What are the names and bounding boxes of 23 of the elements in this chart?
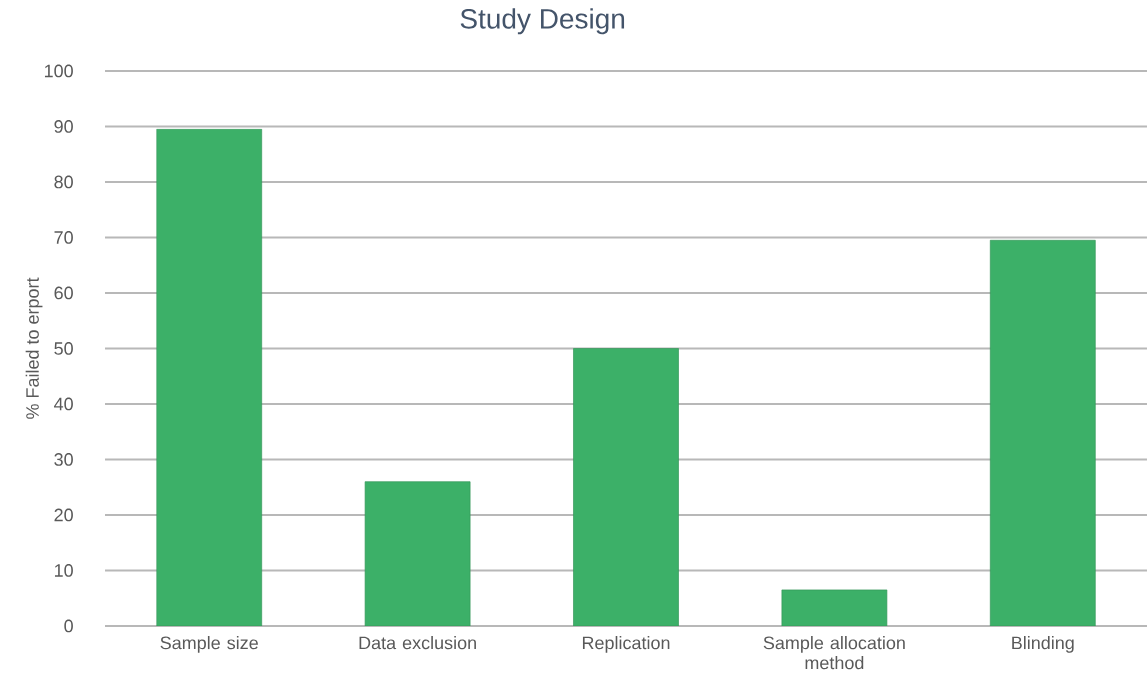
y-tick-label: 90 xyxy=(54,120,73,133)
y-tick-label: 0 xyxy=(64,619,73,633)
x-tick-label: Blinding xyxy=(1012,636,1074,653)
y-tick-label: 30 xyxy=(54,453,73,466)
y-tick-label: 20 xyxy=(54,508,73,522)
y-tick-label: 70 xyxy=(54,231,73,244)
x-tick-label: Sample size xyxy=(160,636,258,653)
bar xyxy=(989,239,1096,626)
chart-title: Study Design xyxy=(460,8,625,35)
y-axis-title: % Failed to erport xyxy=(25,277,43,419)
bar xyxy=(364,481,471,626)
y-tick-label: 50 xyxy=(54,342,73,355)
x-tick-label: Sample allocation method xyxy=(763,636,905,670)
x-tick-label: Data exclusion xyxy=(359,636,476,650)
y-tick-label: 60 xyxy=(54,286,73,300)
x-tick-label: Replication xyxy=(582,636,670,653)
bar xyxy=(781,589,888,626)
bar xyxy=(573,348,679,626)
y-tick-label: 100 xyxy=(44,64,73,78)
y-tick-label: 40 xyxy=(54,397,73,411)
bar xyxy=(156,128,263,626)
y-tick-label: 80 xyxy=(54,175,73,189)
y-tick-label: 10 xyxy=(54,564,73,577)
